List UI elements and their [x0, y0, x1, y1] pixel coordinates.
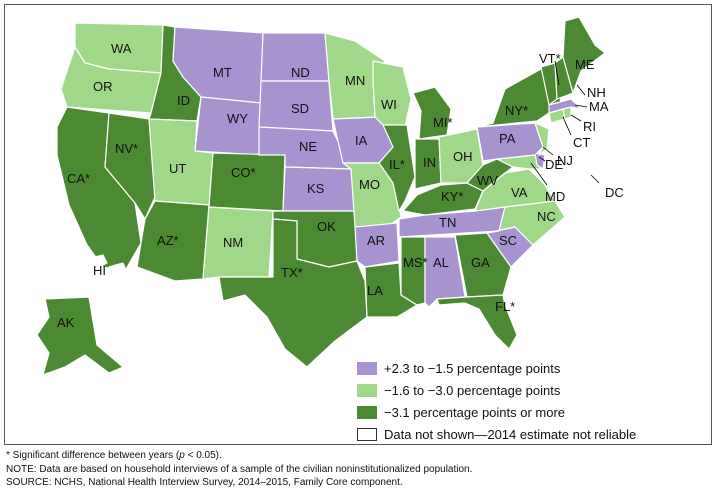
state-ga — [454, 232, 512, 298]
legend-swatch-dark-green — [357, 405, 377, 419]
state-label-il: IL* — [389, 157, 405, 172]
state-de — [534, 152, 546, 170]
legend-label: −1.6 to −3.0 percentage points — [384, 382, 561, 398]
state-label-nd: ND — [291, 65, 310, 80]
state-label-mn: MN — [345, 73, 365, 88]
state-label-vt: VT* — [539, 51, 561, 66]
state-label-md: MD — [545, 189, 565, 204]
legend-item-purple: +2.3 to −1.5 percentage points — [357, 357, 636, 379]
state-label-me: ME — [575, 57, 595, 72]
us-state-map: WA OR CA* NV* ID MT WY UT AZ* CO* NM ND SD NE KS OK TX* M… — [36, 16, 624, 376]
leader-md — [530, 162, 548, 186]
state-label-nh: NH — [587, 85, 606, 100]
state-wi — [372, 60, 412, 128]
label-leader-lines — [530, 60, 600, 186]
leader-nh — [576, 84, 586, 96]
state-label-mo: MO — [359, 177, 380, 192]
state-hi — [68, 238, 130, 282]
legend-item-not-shown: Data not shown—2014 estimate not reliabl… — [357, 423, 636, 445]
state-label-oh: OH — [453, 149, 473, 164]
state-label-ct: CT — [573, 135, 590, 150]
state-label-ca: CA* — [67, 171, 90, 186]
state-label-va: VA — [511, 185, 528, 200]
state-label-id: ID — [177, 93, 190, 108]
legend-label: Data not shown—2014 estimate not reliabl… — [384, 426, 637, 442]
state-co — [208, 152, 286, 212]
leader-vt — [554, 60, 560, 86]
legend-label: −3.1 percentage points or more — [384, 404, 566, 420]
state-me — [562, 16, 606, 94]
state-wy — [194, 96, 262, 156]
state-va — [474, 168, 556, 212]
state-ar — [354, 222, 400, 268]
leader-nj — [542, 146, 554, 156]
state-label-hi: HI — [93, 263, 106, 278]
state-label-ri: RI — [583, 119, 596, 134]
state-labels-layer: WA OR CA* NV* ID MT WY UT AZ* CO* NM ND SD NE KS OK TX* M… — [57, 41, 624, 330]
state-label-ms: MS* — [403, 255, 428, 270]
state-label-ne: NE — [299, 139, 317, 154]
state-label-sd: SD — [291, 101, 309, 116]
leader-ct — [562, 116, 572, 136]
state-il — [378, 124, 416, 212]
state-label-ky: KY* — [441, 189, 463, 204]
state-label-wa: WA — [111, 41, 132, 56]
state-label-la: LA — [367, 283, 383, 298]
state-label-wv: WV — [477, 173, 498, 188]
leader-ma — [574, 104, 588, 108]
legend-swatch-purple — [357, 361, 377, 375]
footnotes: * Significant difference between years (… — [6, 449, 472, 490]
state-label-ny: NY* — [505, 103, 528, 118]
legend: +2.3 to −1.5 percentage points −1.6 to −… — [357, 357, 636, 445]
state-nj — [534, 122, 550, 156]
legend-swatch-not-shown — [357, 427, 377, 441]
state-ms — [400, 236, 426, 306]
state-label-ar: AR — [367, 233, 385, 248]
state-label-ma: MA — [589, 99, 609, 114]
state-label-tn: TN — [439, 215, 456, 230]
state-label-in: IN — [423, 155, 436, 170]
state-label-wi: WI — [381, 97, 397, 112]
source-note: SOURCE: NCHS, National Health Interview … — [6, 477, 403, 488]
state-label-al: AL — [433, 255, 449, 270]
state-label-mt: MT — [213, 65, 232, 80]
state-label-mi: MI* — [433, 115, 453, 130]
data-note: NOTE: Data are based on household interv… — [6, 463, 473, 475]
legend-item-light-green: −1.6 to −3.0 percentage points — [357, 379, 636, 401]
state-label-az: AZ* — [157, 233, 179, 248]
leader-ri — [570, 114, 582, 122]
state-label-or: OR — [93, 79, 113, 94]
state-label-ut: UT — [169, 161, 186, 176]
state-mi — [412, 86, 452, 140]
leader-dc — [590, 174, 600, 184]
legend-item-dark-green: −3.1 percentage points or more — [357, 401, 636, 423]
state-label-nv: NV* — [115, 141, 138, 156]
state-dc — [582, 154, 618, 188]
state-fl — [436, 294, 518, 350]
state-label-ga: GA — [471, 255, 490, 270]
leader-de — [538, 156, 546, 162]
state-label-nc: NC — [537, 209, 556, 224]
map-frame: WA OR CA* NV* ID MT WY UT AZ* CO* NM ND SD NE KS OK TX* M… — [4, 4, 712, 445]
state-label-ks: KS — [307, 181, 325, 196]
state-label-dc: DC — [605, 185, 624, 200]
states-layer — [36, 16, 618, 376]
state-label-nm: NM — [223, 235, 243, 250]
legend-swatch-light-green — [357, 383, 377, 397]
state-label-sc: SC — [499, 233, 517, 248]
state-label-wy: WY — [227, 111, 248, 126]
state-label-ak: AK — [57, 315, 75, 330]
state-ak — [36, 296, 124, 376]
state-label-pa: PA — [499, 131, 516, 146]
state-label-ok: OK — [317, 219, 336, 234]
significance-note: * Significant difference between years (… — [6, 450, 222, 461]
state-label-tx: TX* — [281, 265, 303, 280]
state-label-de: DE — [545, 157, 563, 172]
legend-label: +2.3 to −1.5 percentage points — [384, 360, 561, 376]
state-label-fl: FL* — [495, 299, 515, 314]
state-label-co: CO* — [231, 165, 256, 180]
state-label-nj: NJ — [557, 153, 573, 168]
state-ma — [548, 98, 582, 114]
state-label-ia: IA — [355, 133, 368, 148]
